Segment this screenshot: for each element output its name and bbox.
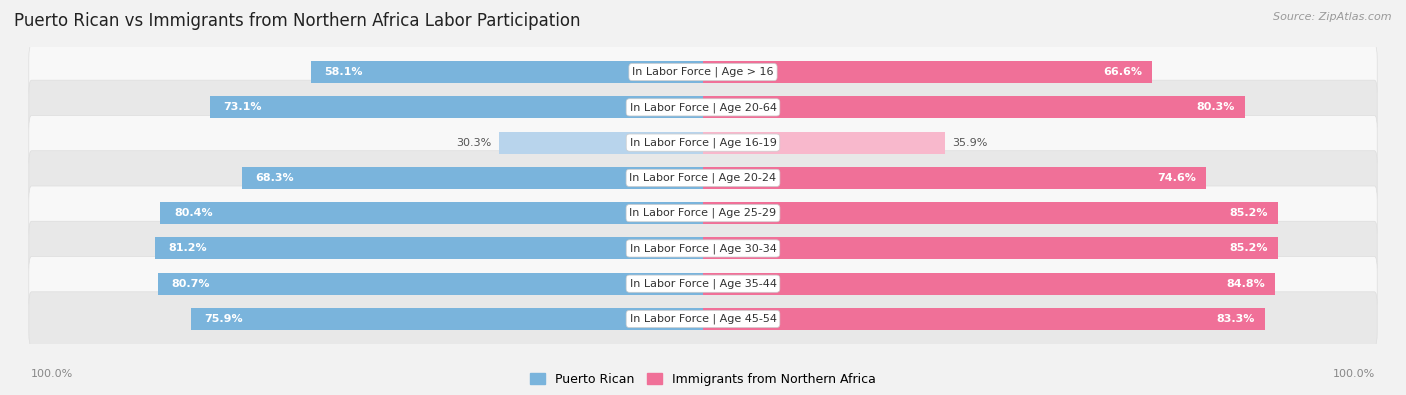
FancyBboxPatch shape: [28, 186, 1378, 240]
Bar: [703, 167, 1206, 189]
FancyBboxPatch shape: [28, 221, 1378, 276]
Text: 100.0%: 100.0%: [31, 369, 73, 379]
Text: In Labor Force | Age 25-29: In Labor Force | Age 25-29: [630, 208, 776, 218]
Bar: [703, 237, 1278, 260]
Text: 75.9%: 75.9%: [204, 314, 243, 324]
Bar: [703, 202, 1278, 224]
Bar: [311, 61, 703, 83]
Bar: [703, 273, 1275, 295]
Text: In Labor Force | Age 20-24: In Labor Force | Age 20-24: [630, 173, 776, 183]
Text: In Labor Force | Age 20-64: In Labor Force | Age 20-64: [630, 102, 776, 113]
FancyBboxPatch shape: [28, 292, 1378, 346]
Text: 85.2%: 85.2%: [1229, 208, 1268, 218]
Bar: [242, 167, 703, 189]
Bar: [703, 61, 1153, 83]
Bar: [191, 308, 703, 330]
Text: 80.4%: 80.4%: [174, 208, 212, 218]
Text: In Labor Force | Age 45-54: In Labor Force | Age 45-54: [630, 314, 776, 324]
Bar: [209, 96, 703, 118]
Text: 74.6%: 74.6%: [1157, 173, 1197, 183]
Text: 73.1%: 73.1%: [224, 102, 262, 112]
Bar: [155, 237, 703, 260]
Text: In Labor Force | Age 16-19: In Labor Force | Age 16-19: [630, 137, 776, 148]
Text: 66.6%: 66.6%: [1104, 67, 1142, 77]
Text: 85.2%: 85.2%: [1229, 243, 1268, 254]
FancyBboxPatch shape: [28, 115, 1378, 170]
Text: In Labor Force | Age > 16: In Labor Force | Age > 16: [633, 67, 773, 77]
FancyBboxPatch shape: [28, 256, 1378, 311]
Text: In Labor Force | Age 35-44: In Labor Force | Age 35-44: [630, 278, 776, 289]
Text: 81.2%: 81.2%: [169, 243, 207, 254]
Text: 80.3%: 80.3%: [1197, 102, 1234, 112]
Text: 84.8%: 84.8%: [1226, 279, 1265, 289]
Text: In Labor Force | Age 30-34: In Labor Force | Age 30-34: [630, 243, 776, 254]
Text: 30.3%: 30.3%: [457, 137, 492, 148]
Text: 68.3%: 68.3%: [256, 173, 294, 183]
FancyBboxPatch shape: [28, 151, 1378, 205]
Bar: [703, 308, 1265, 330]
FancyBboxPatch shape: [28, 45, 1378, 99]
Bar: [160, 202, 703, 224]
Text: 100.0%: 100.0%: [1333, 369, 1375, 379]
Text: Source: ZipAtlas.com: Source: ZipAtlas.com: [1274, 12, 1392, 22]
Text: 83.3%: 83.3%: [1216, 314, 1256, 324]
Text: 80.7%: 80.7%: [172, 279, 211, 289]
FancyBboxPatch shape: [28, 80, 1378, 135]
Text: 35.9%: 35.9%: [952, 137, 987, 148]
Text: Puerto Rican vs Immigrants from Northern Africa Labor Participation: Puerto Rican vs Immigrants from Northern…: [14, 12, 581, 30]
Text: 58.1%: 58.1%: [325, 67, 363, 77]
Bar: [499, 132, 703, 154]
Bar: [703, 132, 945, 154]
Bar: [159, 273, 703, 295]
Legend: Puerto Rican, Immigrants from Northern Africa: Puerto Rican, Immigrants from Northern A…: [524, 368, 882, 391]
Bar: [703, 96, 1244, 118]
